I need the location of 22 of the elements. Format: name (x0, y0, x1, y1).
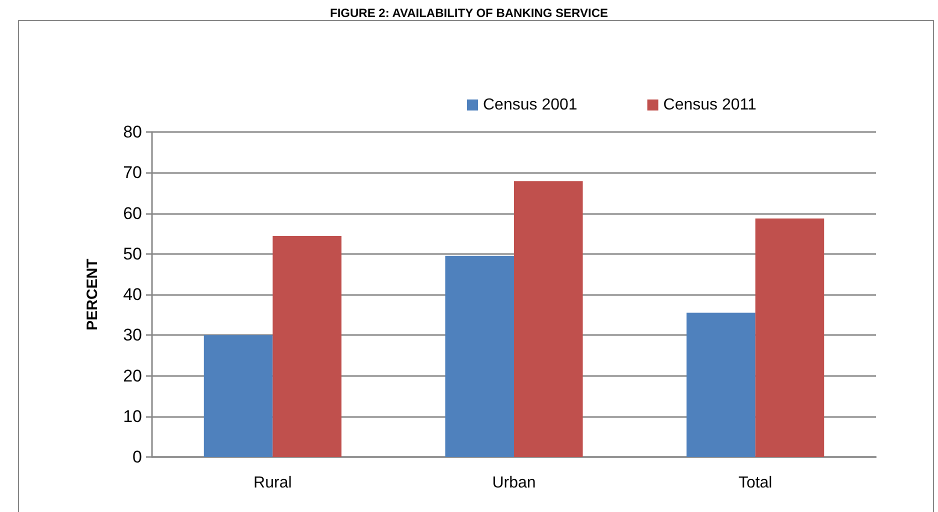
y-tick-label: 50 (123, 244, 142, 264)
y-tick-label: 70 (123, 163, 142, 182)
y-tick-label: 0 (132, 448, 142, 466)
legend-label: Census 2001 (483, 96, 578, 114)
bar (755, 218, 824, 457)
x-tick-label: Urban (492, 474, 536, 492)
y-tick-label: 40 (123, 285, 142, 304)
bar (272, 236, 342, 457)
bar (514, 181, 583, 457)
y-axis-title: PERCENT (84, 258, 101, 330)
y-tick-label: 20 (123, 366, 142, 386)
bar (445, 256, 514, 457)
y-tick-label: 30 (123, 326, 142, 345)
x-tick-label: Rural (254, 474, 292, 492)
legend-label: Census 2011 (663, 96, 756, 114)
y-tick-label: 60 (123, 204, 142, 223)
bar (686, 312, 756, 457)
bar (204, 335, 273, 457)
chart-title: FIGURE 2: AVAILABILITY OF BANKING SERVICE (330, 6, 608, 20)
x-tick-label: Total (738, 474, 772, 492)
y-tick-label: 80 (123, 122, 142, 142)
y-tick-label: 10 (123, 406, 142, 426)
